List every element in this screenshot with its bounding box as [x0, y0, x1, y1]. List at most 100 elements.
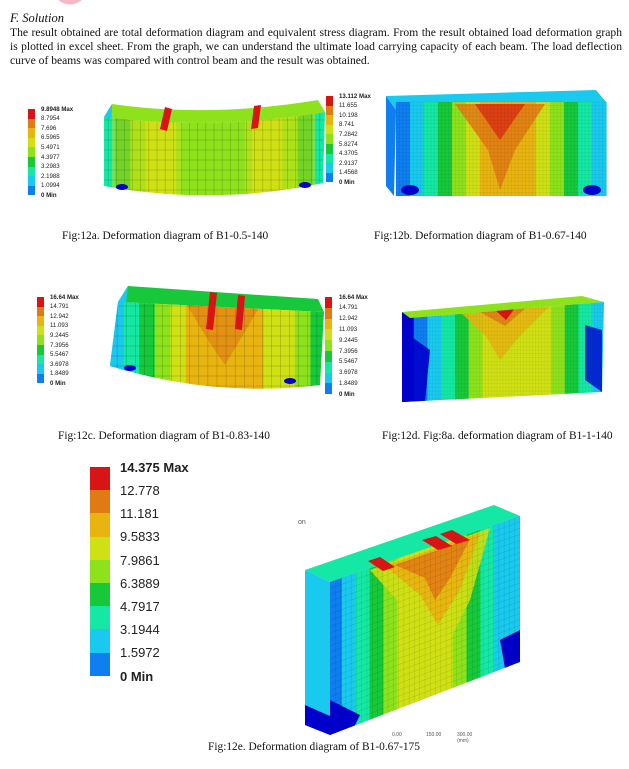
legend-swatch [325, 351, 332, 362]
legend-swatch [326, 153, 333, 164]
legend-label: 11.093 [50, 322, 69, 330]
legend-swatch [37, 316, 44, 326]
legend-label: 12.778 [120, 483, 160, 499]
mesh-lines [330, 516, 520, 735]
legend-swatch [90, 559, 110, 583]
legend-label: 0 Min [339, 390, 355, 398]
legend-label: 11.093 [339, 326, 358, 334]
legend-label: 12.942 [339, 315, 358, 323]
legend-label: 11.181 [120, 506, 159, 522]
caption-12c: Fig:12c. Deformation diagram of B1-0.83-… [58, 430, 270, 442]
legend-label: 0 Min [339, 179, 355, 187]
end-face-12b [386, 96, 396, 196]
legend-swatch [325, 340, 332, 351]
legend-swatch [28, 109, 35, 119]
legend-swatch [90, 490, 110, 514]
legend-swatch [326, 124, 333, 135]
corner-decoration [58, 0, 82, 5]
legend-label: 1.0994 [41, 182, 60, 190]
legend-label: 3.2983 [41, 163, 60, 171]
legend-swatch [28, 147, 35, 157]
legend-swatch [37, 364, 44, 374]
legend-swatch [326, 134, 333, 144]
legend-swatch [37, 373, 44, 384]
section-title: F. Solution [10, 11, 64, 25]
legend-swatch [90, 513, 110, 537]
legend-label: 14.791 [50, 303, 69, 311]
legend-label: 0 Min [50, 380, 66, 388]
legend-label: 9.8948 Max [41, 105, 74, 113]
legend-swatch [28, 176, 35, 186]
legend-label: 9.2445 [339, 336, 358, 344]
legend-swatch [326, 96, 333, 106]
caption-12d: Fig:12d. Fig:8a. deformation diagram of … [382, 430, 613, 442]
legend-swatch [90, 629, 110, 653]
legend-swatch [90, 583, 110, 607]
legend-label: 12.942 [50, 312, 69, 320]
legend-label: 16.64 Max [339, 293, 368, 301]
legend-label: 5.4971 [41, 144, 60, 152]
mesh-lines [110, 302, 324, 389]
legend-swatch [326, 105, 333, 116]
legend-swatch [325, 297, 332, 308]
caption-12a: Fig:12a. Deformation diagram of B1-0.5-1… [62, 230, 269, 242]
legend-swatch [90, 536, 110, 560]
legend-label: 1.5972 [120, 645, 160, 661]
legend-label: 14.791 [339, 304, 358, 312]
legend-swatch [325, 329, 332, 341]
legend-label: 11.655 [339, 102, 358, 110]
legend-label: 4.7917 [120, 599, 160, 615]
legend-swatch [28, 166, 35, 177]
legend-label: 6.5965 [41, 134, 60, 142]
legend-label: 8.7954 [41, 115, 60, 123]
legend-label: 3.6978 [339, 369, 358, 377]
legend-swatch [325, 318, 332, 330]
legend-label: 5.5467 [50, 351, 69, 359]
legend-label: 4.3705 [339, 150, 358, 158]
legend-label: 4.3977 [41, 153, 60, 161]
legend-swatch [326, 115, 333, 125]
legend-swatch [326, 163, 333, 173]
legend-swatch [37, 297, 44, 307]
legend-label: 7.2842 [339, 131, 358, 139]
legend-label: 1.8489 [50, 370, 69, 378]
top-face-12c [118, 286, 324, 312]
legend-swatch [37, 306, 44, 317]
legend-label: 6.3889 [120, 575, 160, 591]
legend-swatch [90, 467, 110, 491]
legend-label: 5.5467 [339, 358, 358, 366]
legend-label: 0 Min [120, 668, 154, 684]
legend-label: 13.112 Max [339, 92, 371, 100]
end-face-12e [305, 570, 330, 735]
legend-label: 1.8489 [339, 380, 358, 388]
legend-label: 8.741 [339, 121, 355, 129]
legend-swatch [325, 307, 332, 319]
legend-swatch [28, 137, 35, 148]
legend-swatch [90, 652, 110, 676]
caption-12e: Fig:12e. Deformation diagram of B1-0.67-… [208, 741, 420, 753]
legend-swatch [37, 335, 44, 345]
legend-label: 1.4568 [339, 169, 358, 177]
legend-label: 2.1988 [41, 172, 60, 180]
scale-label-start: 0.00 [392, 732, 402, 738]
legend-label: 7.3956 [339, 347, 358, 355]
legend-label: 3.6978 [50, 360, 69, 368]
legend-swatch [325, 361, 332, 373]
legend-swatch [28, 118, 35, 129]
legend-swatch [28, 157, 35, 167]
legend-label: 9.2445 [50, 332, 69, 340]
legend-label: 9.5833 [120, 529, 160, 545]
legend-label: 14.375 Max [120, 459, 189, 475]
front-face-12c [110, 302, 324, 389]
legend-label: 16.64 Max [50, 293, 79, 301]
legend-label: 7.9861 [120, 552, 160, 568]
legend-swatch [28, 185, 35, 196]
scale-label-end: 300.00 (mm) [457, 732, 473, 744]
legend-label: 0 Min [41, 192, 57, 200]
mesh-lines [402, 302, 604, 402]
scale-label-mid: 150.00 [426, 732, 442, 738]
legend-swatch [37, 354, 44, 365]
